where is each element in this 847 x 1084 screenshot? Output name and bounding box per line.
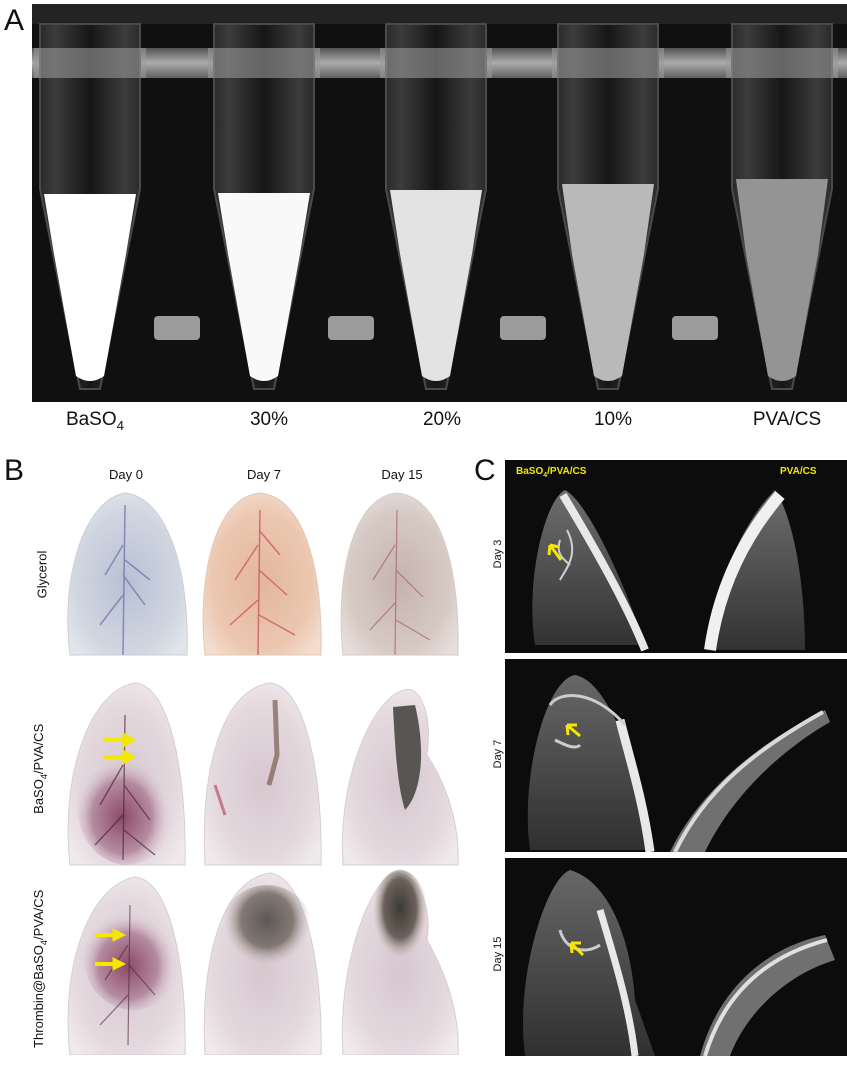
row-label-baso4-pva-cs: BaSO4/PVA/CS <box>31 723 49 814</box>
xray-title-pva-cs: PVA/CS <box>780 466 817 477</box>
column-header-day-0: Day 0 <box>109 467 143 482</box>
marker-blob <box>500 316 546 340</box>
tube-label-30-percent: 30% <box>249 409 289 430</box>
xray-row-label-day-3: Day 3 <box>492 539 504 569</box>
panel-c-letter: C <box>474 454 496 487</box>
xray-row-label-day-15: Day 15 <box>492 936 504 972</box>
xray-tube <box>208 23 320 390</box>
row-label-glycerol: Glycerol <box>34 550 50 599</box>
marker-blob <box>672 316 718 340</box>
xray-tube <box>726 23 838 390</box>
tube-label-pva-cs: PVA/CS <box>752 409 822 430</box>
xray-row-label-day-7: Day 7 <box>492 739 504 769</box>
xray-tube <box>34 23 146 390</box>
panel-c-xray-grid <box>505 460 847 1056</box>
column-header-day-7: Day 7 <box>247 467 281 482</box>
column-header-day-15: Day 15 <box>381 467 423 482</box>
marker-blob <box>328 316 374 340</box>
tube-label-20-percent: 20% <box>422 409 462 430</box>
xray-tube <box>380 23 492 390</box>
tube-label-baso4: BaSO4 <box>65 409 125 433</box>
panel-a-letter: A <box>4 4 25 37</box>
panel-b-letter: B <box>4 454 25 487</box>
marker-blob <box>154 316 200 340</box>
row-label-thrombin-baso4-pva-cs: Thrombin@BaSO4/PVA/CS <box>31 889 49 1048</box>
xray-title-baso4-pva-cs: BaSO4/PVA/CS <box>516 466 587 479</box>
panel-b-skin-photo-grid <box>67 492 459 1055</box>
tube-label-10-percent: 10% <box>593 409 633 430</box>
xray-tube <box>552 23 664 390</box>
panel-a-xray-tubes <box>32 4 847 402</box>
